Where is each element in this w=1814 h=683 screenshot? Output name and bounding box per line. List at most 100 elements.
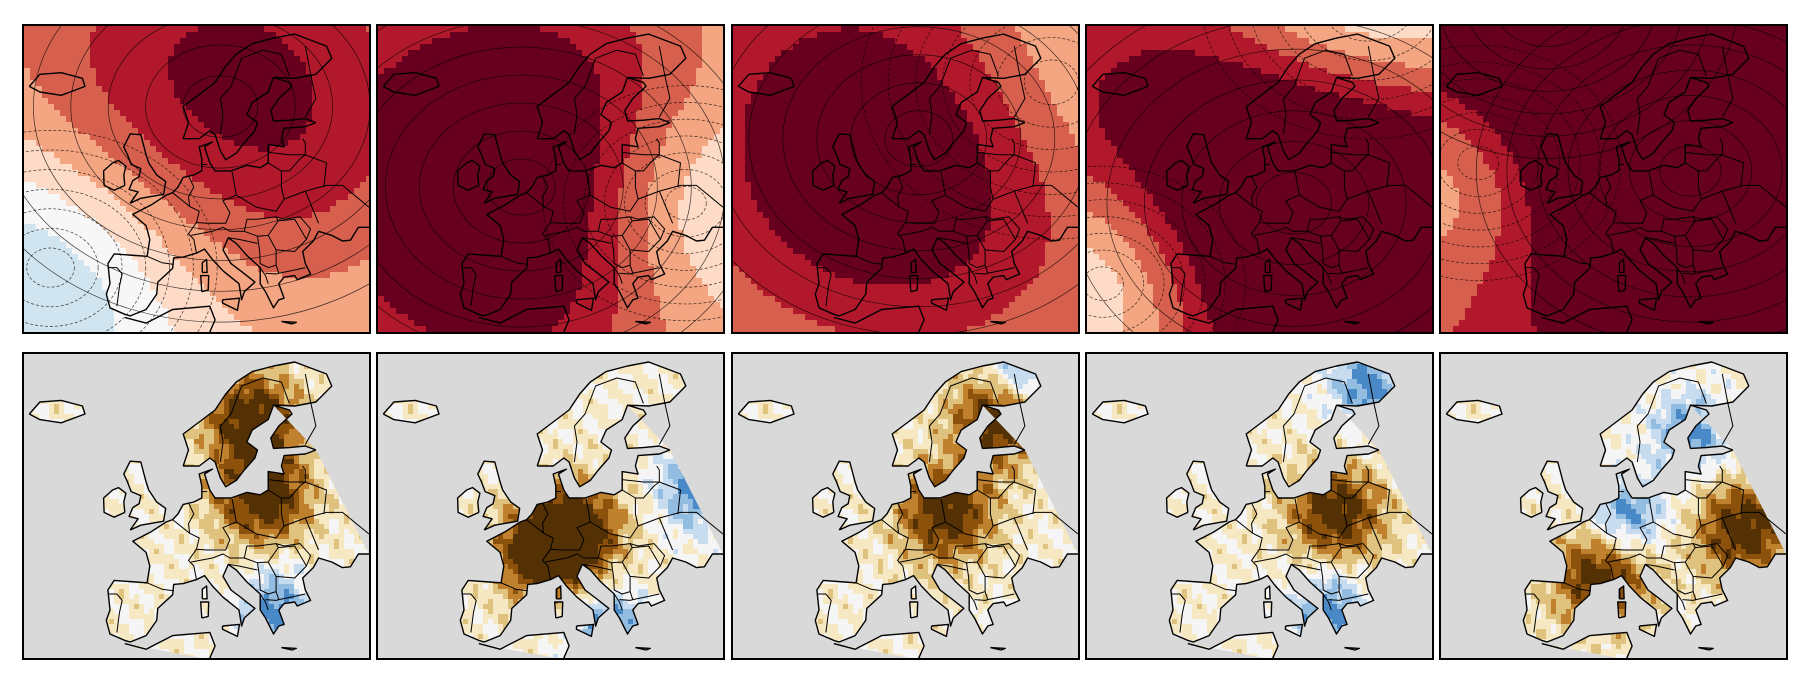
field-cell [606, 122, 613, 129]
field-cell [576, 188, 583, 195]
field-cell [492, 188, 499, 195]
field-cell [504, 128, 511, 135]
field-cell [204, 296, 211, 303]
field-cell [150, 182, 157, 189]
field-cell [702, 62, 709, 69]
field-cell [162, 68, 169, 75]
field-cell [228, 32, 235, 39]
field-cell [444, 134, 451, 141]
field-cell [222, 44, 229, 51]
field-cell [24, 296, 31, 303]
field-cell [432, 56, 439, 63]
field-cell [162, 242, 169, 249]
field-cell [306, 56, 313, 63]
field-cell [258, 188, 265, 195]
field-cell [72, 146, 79, 153]
field-cell [36, 116, 43, 123]
field-cell [678, 62, 685, 69]
field-cell [342, 104, 349, 111]
field-cell [48, 170, 55, 177]
field-cell [696, 164, 703, 171]
field-cell [474, 164, 481, 171]
field-cell [342, 278, 349, 285]
field-cell [54, 152, 61, 159]
field-cell [240, 152, 247, 159]
field-cell [666, 206, 673, 213]
field-cell [228, 44, 235, 51]
field-cell [354, 242, 361, 249]
field-cell [432, 224, 439, 231]
field-cell [678, 194, 685, 201]
field-cell [90, 164, 97, 171]
field-cell [432, 98, 439, 105]
field-cell [288, 326, 295, 332]
field-cell [96, 26, 103, 33]
field-cell [252, 170, 259, 177]
field-cell [180, 170, 187, 177]
field-cell [24, 308, 31, 315]
field-cell [396, 224, 403, 231]
field-cell [432, 212, 439, 219]
field-cell [462, 122, 469, 129]
field-cell [174, 68, 181, 75]
field-cell [324, 254, 331, 261]
field-cell [30, 272, 37, 279]
field-cell [264, 314, 271, 321]
field-cell [594, 80, 601, 87]
field-cell [672, 206, 679, 213]
field-cell [642, 176, 649, 183]
field-cell [96, 206, 103, 213]
field-cell [96, 248, 103, 255]
contour-line [24, 130, 218, 332]
field-cell [78, 68, 85, 75]
field-cell [282, 320, 289, 327]
field-cell [528, 74, 535, 81]
field-cell [294, 290, 301, 297]
field-cell [90, 296, 97, 303]
field-cell [600, 194, 607, 201]
field-cell [612, 176, 619, 183]
field-cell [618, 110, 625, 117]
field-cell [180, 110, 187, 117]
field-cell [600, 122, 607, 129]
field-cell [366, 236, 369, 243]
field-cell [48, 290, 55, 297]
field-cell [246, 170, 253, 177]
field-cell [72, 230, 79, 237]
field-cell [354, 32, 361, 39]
field-cell [420, 62, 427, 69]
field-cell [282, 128, 289, 135]
field-cell [102, 212, 109, 219]
field-cell [630, 182, 637, 189]
field-cell [228, 50, 235, 57]
field-cell [162, 278, 169, 285]
field-cell [396, 158, 403, 165]
field-cell [312, 254, 319, 261]
field-cell [324, 206, 331, 213]
field-cell [198, 86, 205, 93]
field-cell [240, 38, 247, 45]
field-cell [90, 230, 97, 237]
field-cell [324, 32, 331, 39]
field-cell [60, 188, 67, 195]
field-cell [498, 212, 505, 219]
field-cell [114, 242, 121, 249]
field-cell [306, 158, 313, 165]
field-cell [492, 38, 499, 45]
field-cell [192, 296, 199, 303]
field-cell [240, 116, 247, 123]
field-cell [126, 176, 133, 183]
field-cell [546, 104, 553, 111]
field-cell [192, 290, 199, 297]
field-cell [636, 140, 643, 147]
field-cell [300, 212, 307, 219]
field-cell [330, 272, 337, 279]
field-cell [498, 122, 505, 129]
field-cell [180, 218, 187, 225]
field-cell [354, 326, 361, 332]
field-cell [234, 254, 241, 261]
field-cell [582, 122, 589, 129]
field-cell [204, 284, 211, 291]
field-cell [252, 254, 259, 261]
field-cell [240, 254, 247, 261]
